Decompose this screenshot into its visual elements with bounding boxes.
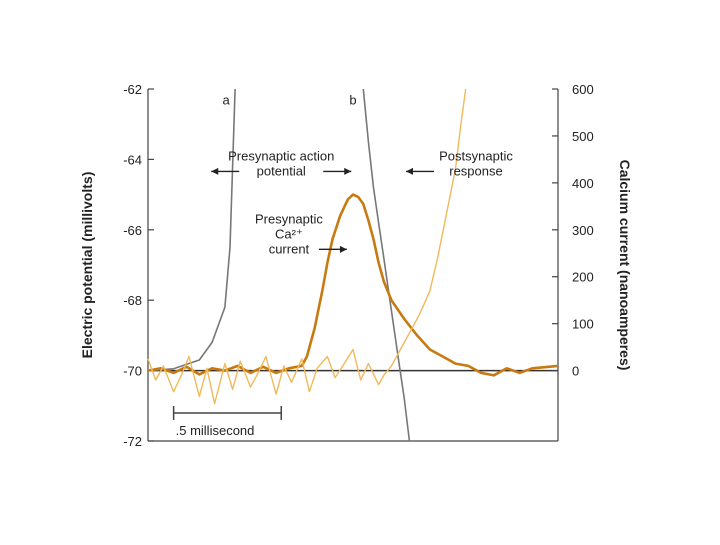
annotation-arrow-right-4-head bbox=[339, 245, 347, 253]
annotation-text-4-2: current bbox=[269, 241, 310, 256]
annotation-label-1: b bbox=[349, 93, 356, 108]
annotation-text-4-1: Ca²⁺ bbox=[275, 226, 303, 241]
right-tick-label: 500 bbox=[572, 129, 594, 144]
left-tick-label: -62 bbox=[123, 82, 142, 97]
right-tick-label: 100 bbox=[572, 317, 594, 332]
annotation-text-3-1: response bbox=[449, 163, 502, 178]
left-axis-ticks: -62 -64 -66 -68 -70 -72 bbox=[123, 82, 154, 449]
left-tick-label: -64 bbox=[123, 152, 142, 167]
right-tick-label: 400 bbox=[572, 176, 594, 191]
left-tick-label: -68 bbox=[123, 293, 142, 308]
left-tick-label: -72 bbox=[123, 434, 142, 449]
series-line-2 bbox=[147, 193, 559, 377]
annotation-arrow-left-2-head bbox=[211, 167, 219, 175]
annotation-text-2-0: Presynaptic action bbox=[228, 148, 334, 163]
series-layer bbox=[147, 88, 559, 442]
scale-bar-label: .5 millisecond bbox=[176, 423, 255, 438]
series-line-0 bbox=[147, 88, 236, 372]
scale-bar: .5 millisecond bbox=[172, 406, 282, 438]
annotation-text-4-0: Presynaptic bbox=[255, 211, 323, 226]
annotation-text-3-0: Postsynaptic bbox=[439, 148, 513, 163]
right-tick-label: 200 bbox=[572, 270, 594, 285]
left-tick-label: -70 bbox=[123, 364, 142, 379]
right-tick-label: 600 bbox=[572, 82, 594, 97]
left-tick-label: -66 bbox=[123, 223, 142, 238]
plot-frame bbox=[147, 89, 559, 442]
series-line-3 bbox=[147, 88, 467, 405]
series-line-1 bbox=[362, 88, 411, 442]
annotation-label-0: a bbox=[223, 93, 231, 108]
annotation-arrow-left-3-head bbox=[406, 167, 413, 175]
right-axis-ticks: 600 500 400 300 200 100 0 bbox=[552, 82, 594, 379]
left-axis-title: Electric potential (millivolts) bbox=[79, 172, 95, 359]
right-tick-label: 300 bbox=[572, 223, 594, 238]
right-axis-title: Calcium current (nanoamperes) bbox=[617, 160, 633, 371]
right-tick-label: 0 bbox=[572, 364, 579, 379]
annotation-text-2-1: potential bbox=[257, 163, 306, 178]
annotation-arrow-right-2-head bbox=[344, 167, 352, 175]
